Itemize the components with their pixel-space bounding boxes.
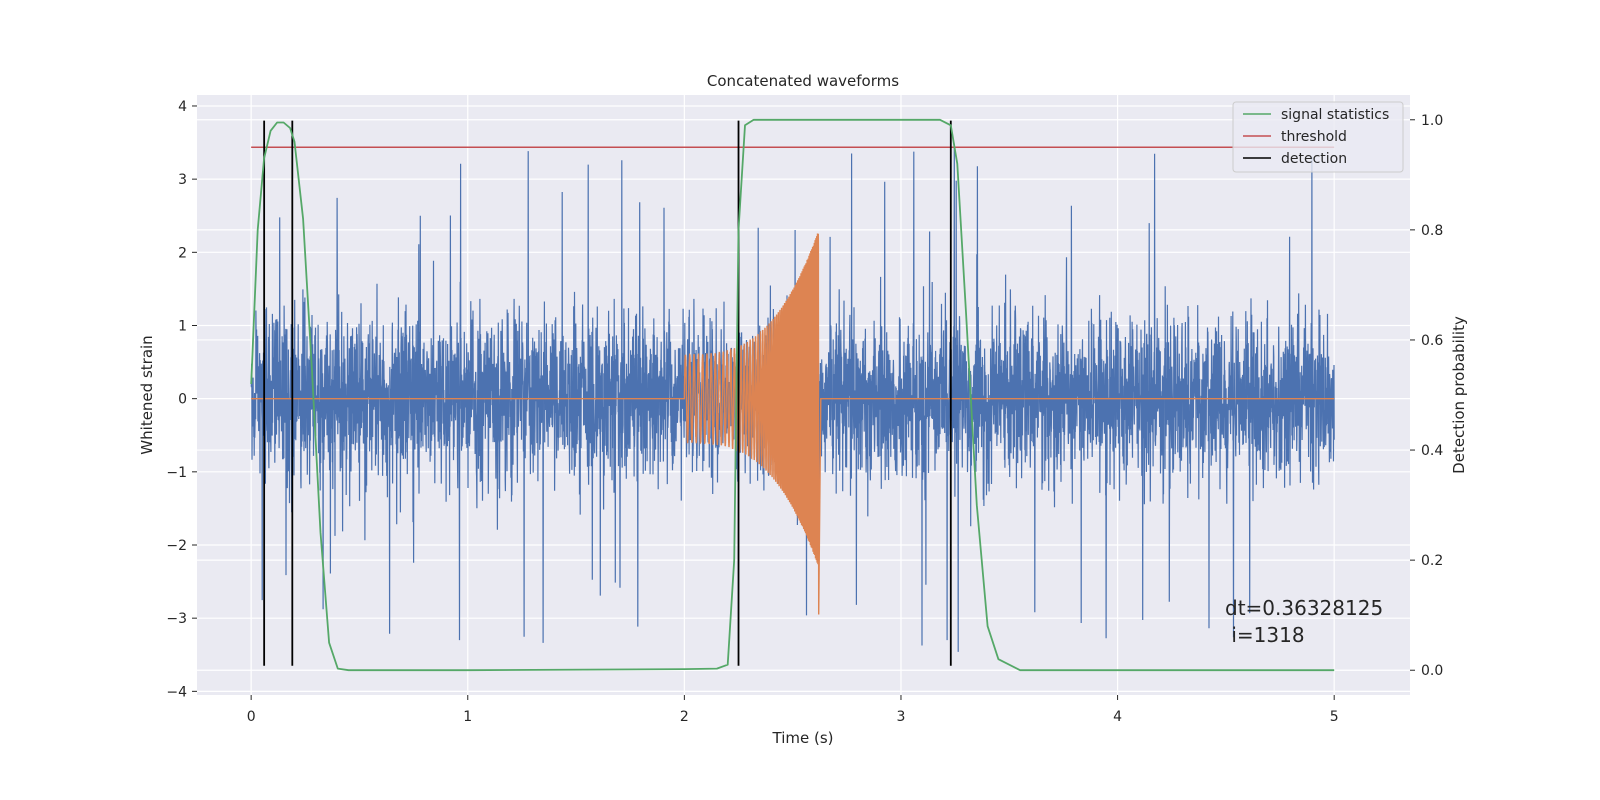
- x-tick-label: 5: [1330, 709, 1339, 725]
- legend-label-detection: detection: [1281, 151, 1347, 167]
- y-tick-label: 2: [178, 245, 187, 261]
- detection-series: [263, 120, 952, 666]
- chart-title: Concatenated waveforms: [707, 72, 899, 90]
- legend-label-signal-statistics: signal statistics: [1281, 107, 1389, 123]
- y-right-tick-label: 0.6: [1421, 333, 1443, 349]
- injected-signal-series: [251, 233, 1335, 615]
- y-axis-label: Whitened strain: [138, 335, 156, 454]
- ticks: 0 1 2 3 4 5 4 3 2 1 0 −1 −2 −3 −4 1.0 0.8 0.6 0.4 0.2 0.0: [166, 99, 1443, 725]
- y-right-tick-label: 1.0: [1421, 113, 1443, 129]
- y-tick-label: −3: [166, 611, 187, 627]
- x-tick-label: 2: [680, 709, 689, 725]
- y-tick-label: 0: [178, 392, 187, 408]
- annotation-dt: dt=0.36328125: [1225, 596, 1383, 620]
- y-tick-label: −1: [166, 465, 187, 481]
- signal-statistics-line: [250, 118, 1335, 672]
- y-tick-label: −2: [166, 538, 187, 554]
- legend-box: [1232, 101, 1404, 173]
- y-right-tick-label: 0.8: [1421, 223, 1443, 239]
- injected-signal-line: [251, 233, 1335, 615]
- x-axis-label: Time (s): [772, 729, 834, 747]
- legend-label-threshold: threshold: [1281, 129, 1347, 145]
- annotation-i: i=1318: [1225, 623, 1305, 647]
- annotation: dt=0.36328125 i=1318: [1225, 596, 1383, 647]
- x-tick-label: 1: [463, 709, 472, 725]
- y-tick-label: −4: [166, 684, 187, 700]
- signal-statistics-series: [250, 118, 1335, 672]
- y-right-tick-label: 0.4: [1421, 443, 1443, 459]
- x-tick-label: 3: [897, 709, 906, 725]
- y-tick-label: 4: [178, 99, 187, 115]
- y-tick-label: 3: [178, 172, 187, 188]
- y-right-tick-label: 0.0: [1421, 663, 1443, 679]
- y-axis-right-label: Detection probability: [1450, 316, 1468, 474]
- legend: signal statistics threshold detection: [1232, 101, 1404, 173]
- y-tick-label: 1: [178, 318, 187, 334]
- x-tick-label: 4: [1113, 709, 1122, 725]
- x-tick-label: 0: [247, 709, 256, 725]
- y-right-tick-label: 0.2: [1421, 553, 1443, 569]
